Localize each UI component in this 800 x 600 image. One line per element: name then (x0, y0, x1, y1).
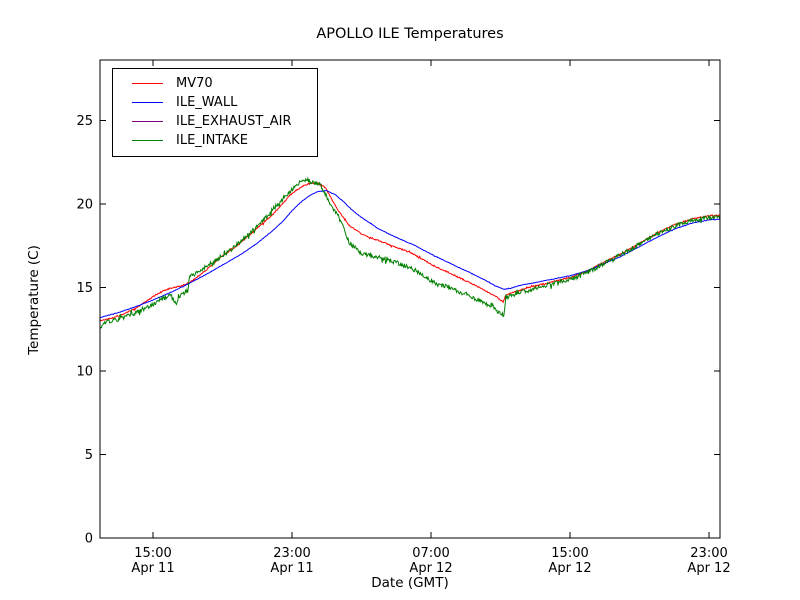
x-axis-label: Date (GMT) (371, 575, 449, 591)
legend: MV70 ILE_WALL ILE_EXHAUST_AIR ILE_INTAKE (112, 68, 318, 157)
legend-label: MV70 (176, 76, 213, 91)
legend-line-sample (132, 102, 163, 103)
x-tick-label-date: Apr 11 (270, 561, 313, 576)
chart-title: APOLLO ILE Temperatures (316, 26, 504, 42)
y-tick-label: 10 (76, 365, 93, 380)
x-tick-label-date: Apr 12 (548, 561, 591, 576)
legend-item-ile-wall: ILE_WALL (113, 93, 317, 112)
legend-line-sample (132, 140, 163, 141)
x-tick-label-time: 23:00 (273, 546, 310, 561)
y-tick-label: 5 (85, 448, 93, 463)
legend-line-sample (132, 121, 163, 122)
x-tick-label-time: 15:00 (551, 546, 588, 561)
legend-label: ILE_EXHAUST_AIR (176, 114, 292, 129)
x-tick-label-time: 07:00 (412, 546, 449, 561)
legend-label: ILE_WALL (176, 95, 238, 110)
legend-item-mv70: MV70 (113, 74, 317, 93)
y-tick-label: 25 (76, 114, 93, 129)
legend-label: ILE_INTAKE (176, 133, 248, 148)
legend-item-ile-intake: ILE_INTAKE (113, 131, 317, 150)
x-tick-label-date: Apr 12 (409, 561, 452, 576)
x-tick-label-time: 23:00 (690, 546, 727, 561)
y-tick-label: 20 (76, 198, 93, 213)
x-tick-label-date: Apr 12 (687, 561, 730, 576)
series-line-ile_wall (100, 190, 720, 319)
x-tick-label-date: Apr 11 (131, 561, 174, 576)
y-tick-label: 0 (85, 532, 93, 547)
x-tick-label-time: 15:00 (134, 546, 171, 561)
y-tick-label: 15 (76, 281, 93, 296)
axes-frame (99, 59, 721, 539)
series-line-ile_intake (100, 176, 720, 330)
legend-line-sample (132, 83, 163, 84)
legend-item-ile-exhaust-air: ILE_EXHAUST_AIR (113, 112, 317, 131)
